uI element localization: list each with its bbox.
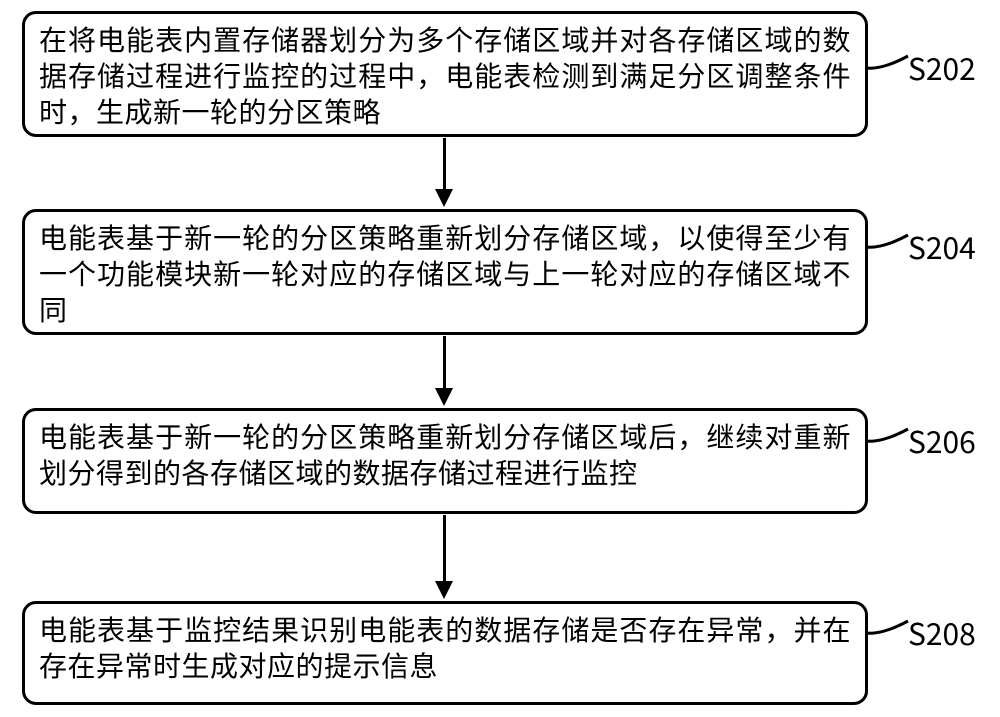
flow-node-s208: 电能表基于监控结果识别电能表的数据存储是否存在异常，并在存在异常时生成对应的提示…	[22, 601, 868, 705]
label-connector	[864, 229, 912, 253]
flow-node-text: 电能表基于新一轮的分区策略重新划分存储区域，以使得至少有一个功能模块新一轮对应的…	[39, 220, 851, 327]
flow-edge	[443, 336, 446, 389]
flow-node-text: 电能表基于监控结果识别电能表的数据存储是否存在异常，并在存在异常时生成对应的提示…	[39, 612, 851, 684]
arrow-head-icon	[435, 189, 453, 207]
flow-edge	[443, 515, 446, 582]
arrow-head-icon	[435, 388, 453, 406]
flow-node-label: S206	[908, 418, 976, 462]
flow-node-label: S202	[908, 45, 976, 89]
label-connector	[864, 615, 912, 639]
label-connector	[864, 50, 912, 74]
flow-node-s204: 电能表基于新一轮的分区策略重新划分存储区域，以使得至少有一个功能模块新一轮对应的…	[22, 209, 868, 335]
label-connector	[864, 423, 912, 447]
flow-node-text: 电能表基于新一轮的分区策略重新划分存储区域后，继续对重新划分得到的各存储区域的数…	[39, 419, 851, 491]
arrow-head-icon	[435, 581, 453, 599]
flowchart-canvas: 在将电能表内置存储器划分为多个存储区域并对各存储区域的数据存储过程进行监控的过程…	[0, 0, 1000, 717]
flow-node-label: S204	[908, 224, 976, 268]
flow-edge	[443, 138, 446, 190]
flow-node-s202: 在将电能表内置存储器划分为多个存储区域并对各存储区域的数据存储过程进行监控的过程…	[22, 11, 868, 137]
flow-node-label: S208	[908, 610, 976, 654]
flow-node-s206: 电能表基于新一轮的分区策略重新划分存储区域后，继续对重新划分得到的各存储区域的数…	[22, 408, 868, 514]
flow-node-text: 在将电能表内置存储器划分为多个存储区域并对各存储区域的数据存储过程进行监控的过程…	[39, 22, 851, 129]
